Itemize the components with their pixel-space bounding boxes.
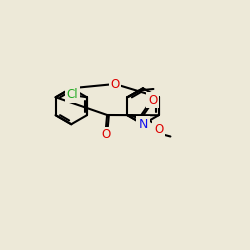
Text: O: O bbox=[154, 123, 163, 136]
Text: N: N bbox=[138, 118, 148, 131]
Text: O: O bbox=[148, 94, 157, 106]
Text: Cl: Cl bbox=[66, 88, 78, 101]
Text: O: O bbox=[101, 128, 110, 141]
Text: O: O bbox=[110, 78, 120, 90]
